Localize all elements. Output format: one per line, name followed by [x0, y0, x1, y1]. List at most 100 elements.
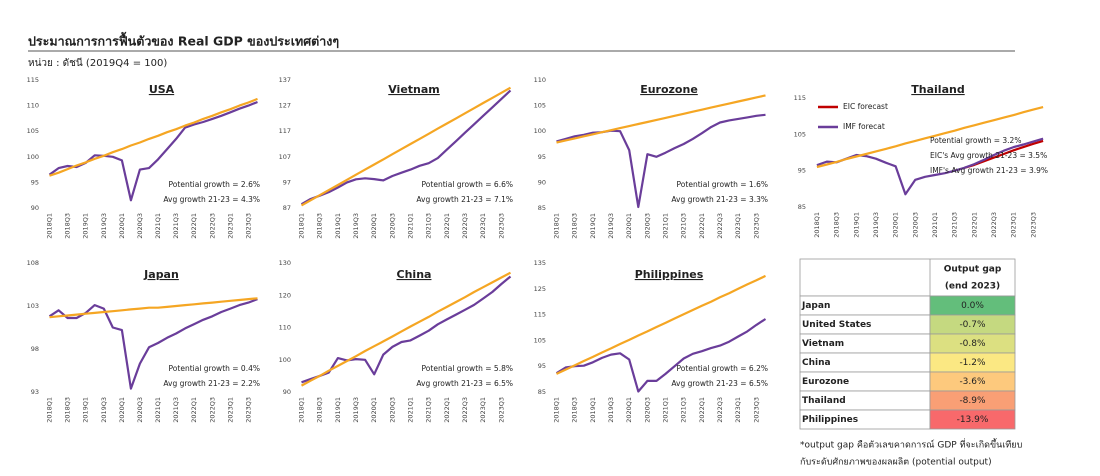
- x-tick-label: 2021Q3: [172, 213, 180, 239]
- series-line: [816, 137, 1044, 196]
- y-tick-label: 105: [534, 336, 546, 344]
- x-tick-label: 2018Q3: [64, 397, 72, 423]
- chart-title: Thailand: [911, 83, 964, 96]
- table-header: (end 2023): [945, 282, 1000, 292]
- annotation: Avg growth 21-23 = 2.2%: [163, 379, 260, 388]
- table-label: Thailand: [802, 396, 846, 406]
- footnote: *output gap คือตัวเลขคาดการณ์ GDP ที่จะเ…: [800, 438, 1023, 451]
- series-line: [49, 297, 258, 319]
- x-tick-label: 2023Q1: [226, 213, 234, 239]
- x-tick-label: 2023Q1: [479, 213, 487, 239]
- series-line: [49, 97, 258, 177]
- x-tick-label: 2021Q1: [154, 397, 162, 423]
- table-label: United States: [802, 320, 871, 330]
- y-tick-label: 125: [534, 285, 546, 293]
- page-title: ประมาณการการฟื้นตัวของ Real GDP ของประเท…: [28, 32, 339, 49]
- x-tick-label: 2022Q3: [716, 213, 724, 239]
- x-tick-label: 2023Q3: [244, 397, 252, 423]
- y-tick-label: 85: [538, 388, 546, 396]
- x-tick-label: 2021Q1: [407, 397, 415, 423]
- table-label: Vietnam: [802, 339, 844, 349]
- x-tick-label: 2023Q3: [497, 397, 505, 423]
- table-value: 0.0%: [961, 301, 984, 311]
- y-tick-label: 85: [538, 204, 546, 212]
- x-tick-label: 2022Q1: [443, 213, 451, 239]
- x-tick-label: 2019Q3: [352, 213, 360, 239]
- x-tick-label: 2020Q3: [388, 397, 396, 423]
- x-tick-label: 2018Q3: [64, 213, 72, 239]
- annotation: EIC's Avg growth 21-23 = 3.5%: [930, 151, 1047, 160]
- table-label: Philippines: [802, 415, 858, 425]
- y-tick-label: 137: [279, 76, 291, 84]
- annotation: Avg growth 21-23 = 6.5%: [416, 379, 513, 388]
- chart-title: Philippines: [635, 268, 704, 281]
- x-tick-label: 2019Q1: [589, 213, 597, 239]
- x-tick-label: 2020Q3: [911, 212, 919, 238]
- table-value: -0.8%: [959, 339, 986, 349]
- x-tick-label: 2018Q1: [813, 212, 821, 238]
- annotation: Potential growth = 6.6%: [422, 180, 513, 189]
- annotation: Potential growth = 3.2%: [930, 136, 1021, 145]
- y-tick-label: 103: [27, 302, 39, 310]
- y-tick-label: 90: [31, 204, 39, 212]
- chart-title: China: [397, 268, 432, 281]
- x-tick-label: 2019Q3: [607, 213, 615, 239]
- x-tick-label: 2020Q1: [118, 397, 126, 423]
- annotation: Potential growth = 1.6%: [677, 180, 768, 189]
- x-tick-label: 2023Q1: [734, 213, 742, 239]
- table-header-cell: [799, 258, 1016, 297]
- x-tick-label: 2020Q3: [643, 397, 651, 423]
- x-tick-label: 2018Q1: [298, 213, 306, 239]
- x-tick-label: 2018Q1: [46, 213, 54, 239]
- y-tick-label: 95: [31, 178, 39, 186]
- series-line: [300, 271, 512, 387]
- x-tick-label: 2018Q1: [553, 397, 561, 423]
- x-tick-label: 2021Q3: [425, 213, 433, 239]
- x-tick-label: 2019Q1: [589, 397, 597, 423]
- annotation: Avg growth 21-23 = 7.1%: [416, 195, 513, 204]
- table-label: Japan: [801, 301, 830, 311]
- x-tick-label: 2023Q1: [1010, 212, 1018, 238]
- x-tick-label: 2020Q1: [370, 213, 378, 239]
- y-tick-label: 95: [538, 362, 546, 370]
- series-line: [556, 113, 766, 209]
- y-tick-label: 108: [27, 259, 39, 267]
- x-tick-label: 2023Q3: [752, 397, 760, 423]
- x-tick-label: 2022Q3: [461, 213, 469, 239]
- x-tick-label: 2019Q1: [334, 213, 342, 239]
- chart-title: Japan: [143, 268, 179, 281]
- x-tick-label: 2020Q3: [643, 213, 651, 239]
- y-tick-label: 130: [279, 259, 291, 267]
- x-tick-label: 2022Q1: [970, 212, 978, 238]
- y-tick-label: 120: [279, 291, 291, 299]
- table-value: -1.2%: [959, 358, 986, 368]
- x-tick-label: 2019Q3: [352, 397, 360, 423]
- x-tick-label: 2020Q3: [136, 213, 144, 239]
- x-tick-label: 2018Q1: [46, 397, 54, 423]
- series-line: [48, 298, 258, 390]
- y-tick-label: 93: [31, 388, 39, 396]
- table-value-cell: [929, 409, 1016, 430]
- table-value: -8.9%: [959, 396, 986, 406]
- x-tick-label: 2021Q3: [172, 397, 180, 423]
- annotation: Avg growth 21-23 = 4.3%: [163, 195, 260, 204]
- x-tick-label: 2021Q1: [662, 397, 670, 423]
- y-tick-label: 90: [538, 178, 546, 186]
- x-tick-label: 2023Q1: [734, 397, 742, 423]
- y-tick-label: 100: [27, 153, 39, 161]
- x-tick-label: 2021Q3: [951, 212, 959, 238]
- x-tick-label: 2020Q1: [625, 397, 633, 423]
- y-tick-label: 105: [534, 102, 546, 110]
- y-tick-label: 97: [283, 178, 291, 186]
- y-tick-label: 100: [534, 127, 546, 135]
- x-tick-label: 2022Q1: [190, 213, 198, 239]
- y-tick-label: 105: [794, 130, 806, 138]
- table-value: -3.6%: [959, 377, 986, 387]
- x-tick-label: 2018Q3: [833, 212, 841, 238]
- y-tick-label: 100: [279, 356, 291, 364]
- y-tick-label: 115: [27, 76, 39, 84]
- y-tick-label: 90: [283, 388, 291, 396]
- series-line: [300, 86, 512, 207]
- annotation: IMF's Avg growth 21-23 = 3.9%: [930, 166, 1048, 175]
- y-tick-label: 95: [538, 153, 546, 161]
